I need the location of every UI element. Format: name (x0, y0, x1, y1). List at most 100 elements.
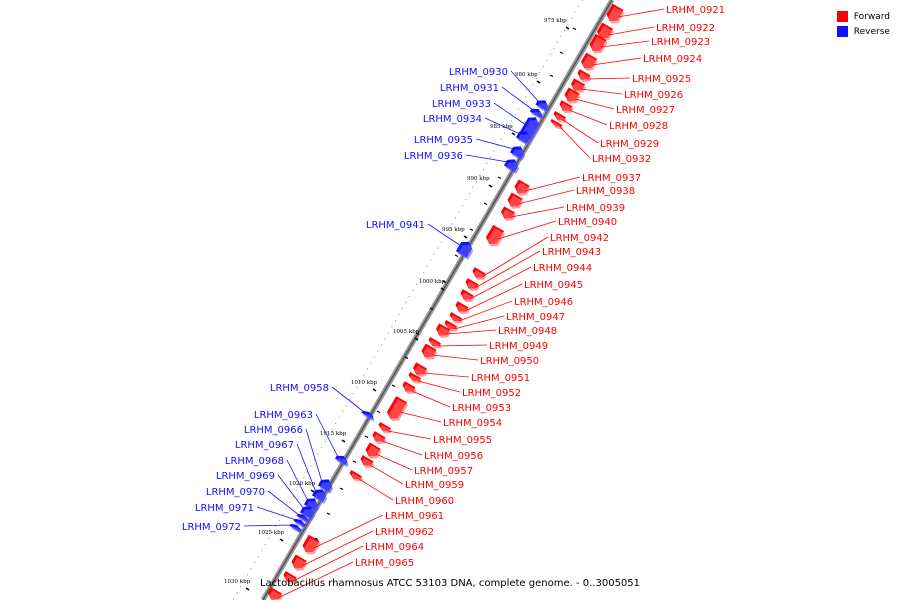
gene-label-LRHM_0956[interactable]: LRHM_0956 (424, 451, 483, 462)
gene-label-LRHM_0936[interactable]: LRHM_0936 (404, 151, 463, 162)
scale-dot (328, 435, 330, 437)
leader-line (464, 283, 523, 312)
gene-arrow-LRHM_0942[interactable] (470, 267, 487, 284)
gene-label-LRHM_0926[interactable]: LRHM_0926 (624, 90, 683, 101)
gene-label-LRHM_0931[interactable]: LRHM_0931 (440, 83, 499, 94)
gene-label-LRHM_0944[interactable]: LRHM_0944 (533, 263, 592, 274)
gene-label-LRHM_0938[interactable]: LRHM_0938 (576, 186, 635, 197)
gene-arrow-LRHM_0924[interactable] (579, 52, 599, 74)
gene-label-LRHM_0964[interactable]: LRHM_0964 (365, 542, 424, 553)
gene-label-LRHM_0972[interactable]: LRHM_0972 (182, 522, 241, 533)
gene-arrow-LRHM_0963[interactable] (334, 453, 351, 468)
leader-line (358, 478, 394, 501)
gene-arrow-LRHM_0953[interactable] (400, 381, 417, 398)
gene-label-LRHM_0934[interactable]: LRHM_0934 (423, 114, 482, 125)
gene-label-LRHM_0958[interactable]: LRHM_0958 (270, 383, 329, 394)
gene-arrow-LRHM_0972[interactable] (289, 522, 304, 535)
gene-arrow-LRHM_0936[interactable] (503, 157, 522, 174)
gene-label-LRHM_0941[interactable]: LRHM_0941 (366, 220, 425, 231)
legend-reverse[interactable]: Reverse (836, 24, 890, 39)
gene-highlight (293, 557, 308, 571)
gene-arrow-LRHM_0971[interactable] (293, 517, 308, 530)
gene-arrow-LRHM_0934[interactable] (515, 129, 534, 146)
gene-label-LRHM_0930[interactable]: LRHM_0930 (449, 67, 508, 78)
gene-label-LRHM_0928[interactable]: LRHM_0928 (609, 121, 668, 132)
gene-label-LRHM_0932[interactable]: LRHM_0932 (592, 154, 651, 165)
gene-label-LRHM_0968[interactable]: LRHM_0968 (225, 456, 284, 467)
gene-arrow-LRHM_0958[interactable] (361, 409, 376, 422)
gene-arrow-LRHM_0965[interactable] (266, 587, 284, 602)
gene-label-LRHM_0957[interactable]: LRHM_0957 (414, 466, 473, 477)
gene-arrow-LRHM_0922[interactable] (595, 22, 615, 44)
gene-label-LRHM_0961[interactable]: LRHM_0961 (385, 511, 444, 522)
gene-arrow-LRHM_0962[interactable] (289, 554, 308, 574)
gene-arrow-LRHM_0931[interactable] (529, 106, 546, 121)
gene-label-LRHM_0962[interactable]: LRHM_0962 (375, 527, 434, 538)
gene-arrow-LRHM_0950[interactable] (419, 343, 438, 363)
gene-label-LRHM_0943[interactable]: LRHM_0943 (542, 247, 601, 258)
scale-dot (345, 404, 347, 406)
gene-arrow-LRHM_0954[interactable] (385, 396, 409, 424)
gene-arrow-LRHM_0926[interactable] (569, 78, 587, 96)
gene-arrow-LRHM_0969[interactable] (299, 504, 318, 521)
gene-label-LRHM_0929[interactable]: LRHM_0929 (600, 139, 659, 150)
scale-dot (271, 531, 273, 534)
gene-arrow-LRHM_0930[interactable] (535, 98, 552, 114)
gene-label-LRHM_0949[interactable]: LRHM_0949 (489, 341, 548, 352)
gene-arrow-LRHM_0927[interactable] (562, 87, 581, 107)
leader-line (617, 8, 665, 18)
gene-label-LRHM_0960[interactable]: LRHM_0960 (395, 496, 454, 507)
gene-label-LRHM_0947[interactable]: LRHM_0947 (506, 312, 565, 323)
gene-label-LRHM_0953[interactable]: LRHM_0953 (452, 403, 511, 414)
gene-label-LRHM_0970[interactable]: LRHM_0970 (206, 487, 265, 498)
gene-label-LRHM_0971[interactable]: LRHM_0971 (195, 503, 254, 514)
gene-label-LRHM_0950[interactable]: LRHM_0950 (480, 356, 539, 367)
gene-arrow-LRHM_0941[interactable] (455, 239, 476, 260)
gene-label-LRHM_0935[interactable]: LRHM_0935 (414, 135, 473, 146)
gene-arrow-LRHM_0939[interactable] (499, 206, 517, 224)
gene-arrow-LRHM_0960[interactable] (348, 470, 364, 484)
scale-dot (398, 314, 400, 316)
gene-label-LRHM_0921[interactable]: LRHM_0921 (666, 5, 725, 16)
scale-dot (581, 0, 583, 1)
gene-label-LRHM_0966[interactable]: LRHM_0966 (244, 425, 303, 436)
gene-label-LRHM_0954[interactable]: LRHM_0954 (443, 418, 502, 429)
gene-label-LRHM_0942[interactable]: LRHM_0942 (550, 233, 609, 244)
scale-dot (342, 410, 344, 413)
gene-label-LRHM_0951[interactable]: LRHM_0951 (471, 373, 530, 384)
gene-label-LRHM_0923[interactable]: LRHM_0923 (651, 37, 710, 48)
gene-label-LRHM_0955[interactable]: LRHM_0955 (433, 435, 492, 446)
gene-arrow-LRHM_0937[interactable] (512, 179, 531, 199)
gene-arrow-LRHM_0966[interactable] (317, 477, 336, 494)
legend-forward[interactable]: Forward (836, 9, 890, 24)
gene-arrow-LRHM_0938[interactable] (505, 192, 524, 212)
gene-label-LRHM_0940[interactable]: LRHM_0940 (558, 217, 617, 228)
gene-arrow-LRHM_0948[interactable] (434, 323, 452, 341)
gene-arrow-LRHM_0925[interactable] (575, 69, 592, 86)
gene-arrow-LRHM_0967[interactable] (311, 487, 330, 504)
gene-label-LRHM_0939[interactable]: LRHM_0939 (566, 203, 625, 214)
gene-label-LRHM_0963[interactable]: LRHM_0963 (254, 410, 313, 421)
gene-arrow-LRHM_0940[interactable] (484, 224, 506, 249)
gene-label-LRHM_0922[interactable]: LRHM_0922 (656, 23, 715, 34)
gene-label-LRHM_0927[interactable]: LRHM_0927 (616, 105, 675, 116)
gene-arrow-LRHM_0946[interactable] (448, 312, 464, 326)
gene-arrow-LRHM_0970[interactable] (296, 512, 311, 525)
gene-label-LRHM_0959[interactable]: LRHM_0959 (405, 480, 464, 491)
gene-label-LRHM_0924[interactable]: LRHM_0924 (643, 54, 702, 65)
gene-label-LRHM_0946[interactable]: LRHM_0946 (514, 297, 573, 308)
gene-label-LRHM_0948[interactable]: LRHM_0948 (498, 326, 557, 337)
gene-label-LRHM_0965[interactable]: LRHM_0965 (355, 558, 414, 569)
gene-label-LRHM_0937[interactable]: LRHM_0937 (582, 173, 641, 184)
gene-arrow-LRHM_0944[interactable] (458, 289, 475, 306)
gene-arrow-LRHM_0968[interactable] (303, 496, 322, 513)
gene-label-LRHM_0945[interactable]: LRHM_0945 (524, 280, 583, 291)
gene-label-LRHM_0925[interactable]: LRHM_0925 (632, 74, 691, 85)
gene-arrow-LRHM_0935[interactable] (509, 144, 528, 161)
gene-label-LRHM_0967[interactable]: LRHM_0967 (235, 440, 294, 451)
gene-label-LRHM_0933[interactable]: LRHM_0933 (432, 99, 491, 110)
gene-label-LRHM_0969[interactable]: LRHM_0969 (216, 471, 275, 482)
gene-label-LRHM_0952[interactable]: LRHM_0952 (462, 388, 521, 399)
